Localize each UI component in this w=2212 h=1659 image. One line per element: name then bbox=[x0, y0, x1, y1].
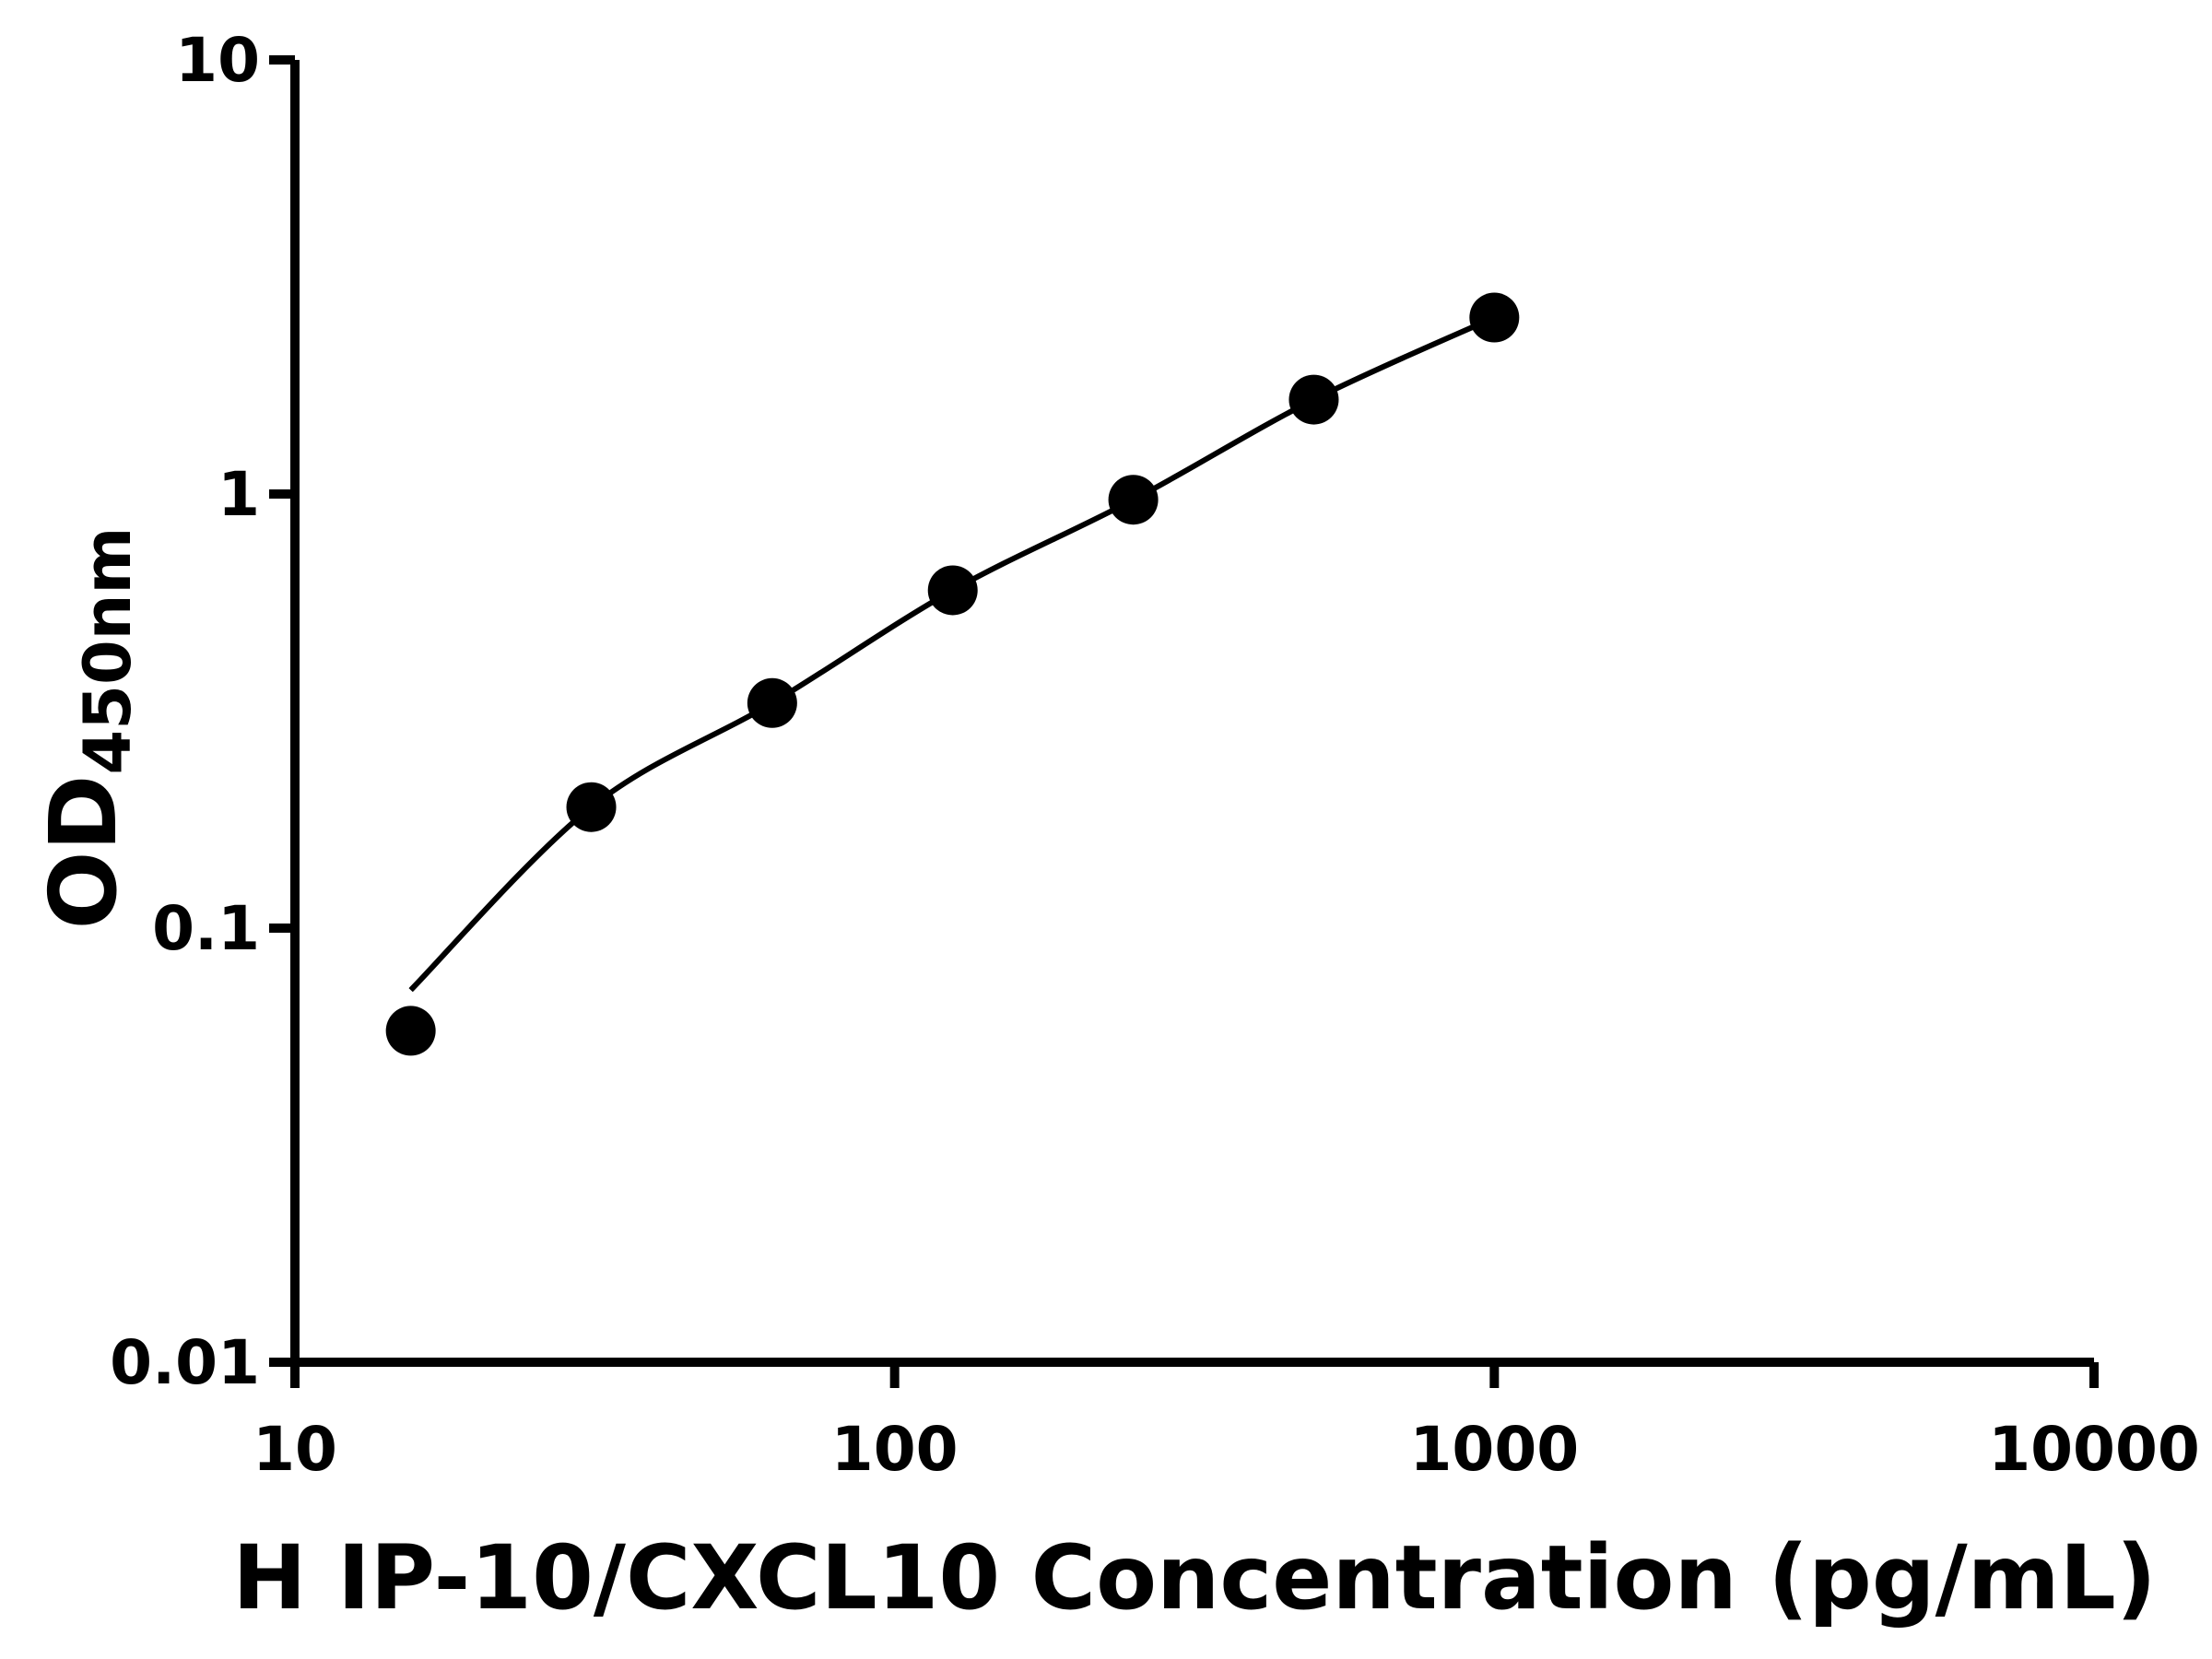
y-tick-label: 1 bbox=[218, 459, 260, 530]
y-axis-title-main: OD bbox=[29, 774, 137, 929]
data-point bbox=[1469, 292, 1520, 343]
x-tick-label: 10000 bbox=[1988, 1414, 2200, 1485]
y-axis-title: OD450nm bbox=[29, 527, 146, 930]
data-point bbox=[385, 1006, 436, 1056]
data-point bbox=[927, 565, 978, 616]
y-tick-label: 0.01 bbox=[110, 1327, 260, 1398]
y-tick-label: 10 bbox=[175, 25, 260, 96]
data-point bbox=[1108, 475, 1159, 525]
y-tick-label: 0.1 bbox=[152, 893, 260, 964]
axes-spines bbox=[290, 60, 2094, 1367]
x-axis-title: H IP-10/CXCL10 Concentration (pg/mL) bbox=[232, 1526, 2156, 1630]
data-point bbox=[747, 677, 797, 728]
y-axis-title-subscript: 450nm bbox=[70, 527, 146, 775]
fitted-curve bbox=[408, 314, 1496, 993]
x-tick-label: 1000 bbox=[1409, 1414, 1579, 1485]
plot-layer: 10 100 1000 10000 0.01 0.1 1 10 bbox=[110, 25, 2200, 1485]
x-tick-label: 10 bbox=[253, 1414, 337, 1485]
x-tick-label: 100 bbox=[831, 1414, 959, 1485]
data-point bbox=[566, 782, 617, 832]
data-point bbox=[1288, 374, 1339, 425]
